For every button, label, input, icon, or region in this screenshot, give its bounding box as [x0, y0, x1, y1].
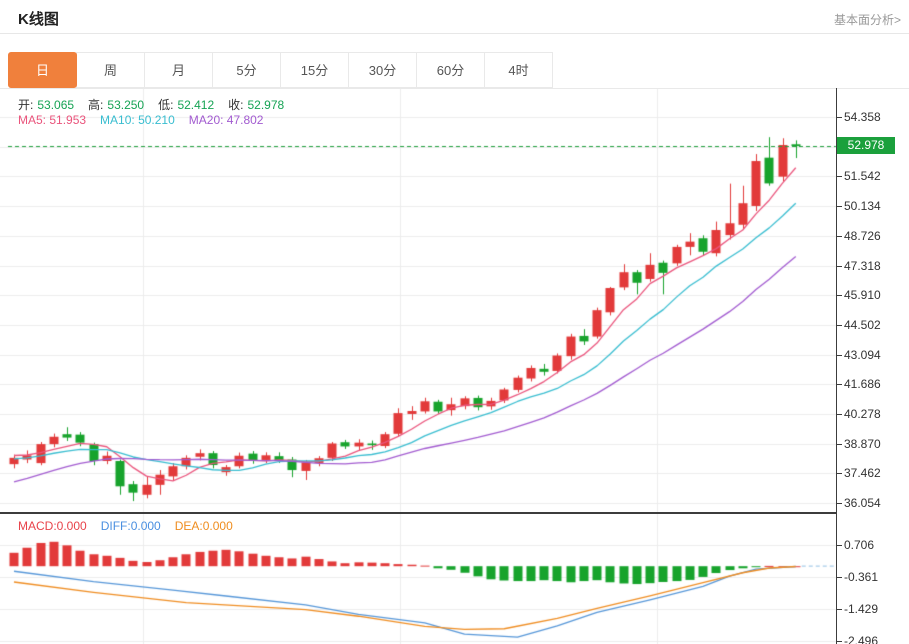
axis-tick-mark: [837, 384, 842, 386]
axis-tick-mark: [837, 324, 842, 326]
ohlc-value: 52.412: [177, 98, 215, 112]
tab-4时[interactable]: 4时: [484, 52, 553, 88]
ohlc-value: 52.978: [247, 98, 285, 112]
ohlc-readout: 开: 53.065 高: 53.250 低: 52.412 收: 52.978: [18, 96, 298, 113]
macd-value: MACD:0.000: [18, 519, 87, 533]
tab-日[interactable]: 日: [8, 52, 77, 88]
axis-tick-mark: [837, 235, 842, 237]
axis-tick-mark: [837, 503, 842, 505]
current-price-tag: 52.978: [837, 137, 895, 155]
price-axis-label: 48.726: [844, 228, 881, 243]
pane-divider: [0, 512, 837, 514]
ohlc-label: 高:: [88, 98, 104, 112]
tab-15分[interactable]: 15分: [280, 52, 349, 88]
macd-axis-label: -1.429: [844, 601, 879, 616]
price-axis-line: [836, 88, 837, 644]
axis-tick-mark: [837, 640, 842, 642]
ohlc-value: 53.250: [107, 98, 145, 112]
tabs-bottom-border: [0, 88, 909, 89]
ohlc-value: 53.065: [37, 98, 75, 112]
ohlc-label: 收:: [228, 98, 244, 112]
axis-tick-mark: [837, 295, 842, 297]
ma-value: MA10: 50.210: [100, 113, 175, 127]
macd-readout: MACD:0.000 DIFF:0.000 DEA:0.000: [18, 519, 247, 533]
tab-5分[interactable]: 5分: [212, 52, 281, 88]
macd-value: DIFF:0.000: [100, 519, 161, 533]
price-axis-label: 40.278: [844, 407, 881, 421]
tab-60分[interactable]: 60分: [416, 52, 485, 88]
fundamental-analysis-link[interactable]: 基本面分析>: [833, 13, 901, 27]
price-axis-label: 44.502: [844, 317, 881, 332]
macd-axis-label: -2.496: [844, 633, 879, 644]
macd-chart[interactable]: [0, 514, 837, 644]
price-axis-label: 45.910: [844, 288, 881, 303]
price-axis-label: 51.542: [844, 169, 881, 184]
axis-tick-mark: [837, 473, 842, 475]
price-axis-label: 38.870: [844, 436, 881, 451]
macd-axis-label: 0.706: [844, 538, 875, 553]
ma-value: MA5: 51.953: [18, 113, 87, 127]
price-axis-label: 43.094: [844, 347, 881, 362]
axis-tick-mark: [837, 545, 842, 547]
header-divider: [0, 33, 909, 34]
axis-tick-mark: [837, 265, 842, 267]
axis-tick-mark: [837, 414, 842, 415]
macd-axis-label: -0.361: [844, 569, 879, 584]
page-title: K线图: [18, 11, 59, 28]
price-axis-label: 41.686: [844, 377, 881, 392]
candlestick-chart[interactable]: [0, 89, 837, 512]
axis-tick-mark: [837, 576, 842, 578]
period-tabs: 日周月 5分 15分 30分 60分 4时: [8, 52, 553, 88]
axis-tick-mark: [837, 117, 842, 118]
macd-value: DEA:0.000: [174, 519, 233, 533]
tab-30分[interactable]: 30分: [348, 52, 417, 88]
tab-月[interactable]: 月: [144, 52, 213, 88]
axis-tick-mark: [837, 206, 842, 208]
price-axis-label: 36.054: [844, 496, 881, 511]
price-axis-label: 47.318: [844, 258, 881, 273]
axis-tick-mark: [837, 354, 842, 356]
tab-周[interactable]: 周: [76, 52, 145, 88]
ohlc-label: 低:: [158, 98, 174, 112]
axis-tick-mark: [837, 176, 842, 178]
ohlc-label: 开:: [18, 98, 34, 112]
price-axis-label: 37.462: [844, 466, 881, 481]
price-axis-label: 50.134: [844, 199, 881, 214]
ma-value: MA20: 47.802: [188, 113, 264, 127]
ma-readout: MA5: 51.953 MA10: 50.210 MA20: 47.802: [18, 113, 277, 127]
price-axis-label: 54.358: [844, 110, 881, 124]
axis-tick-mark: [837, 443, 842, 445]
axis-tick-mark: [837, 608, 842, 610]
